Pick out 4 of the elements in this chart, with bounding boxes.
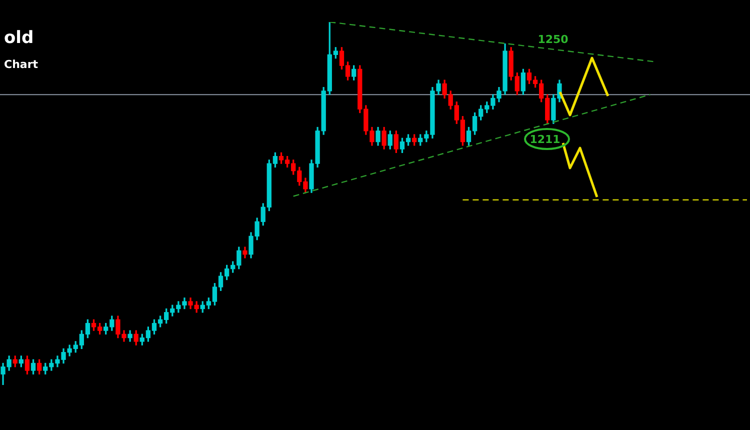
text: Chart (4, 58, 38, 71)
annotation: 1250 (538, 32, 569, 46)
annotation: 1211 (530, 132, 560, 146)
chart-title: old (4, 28, 34, 48)
